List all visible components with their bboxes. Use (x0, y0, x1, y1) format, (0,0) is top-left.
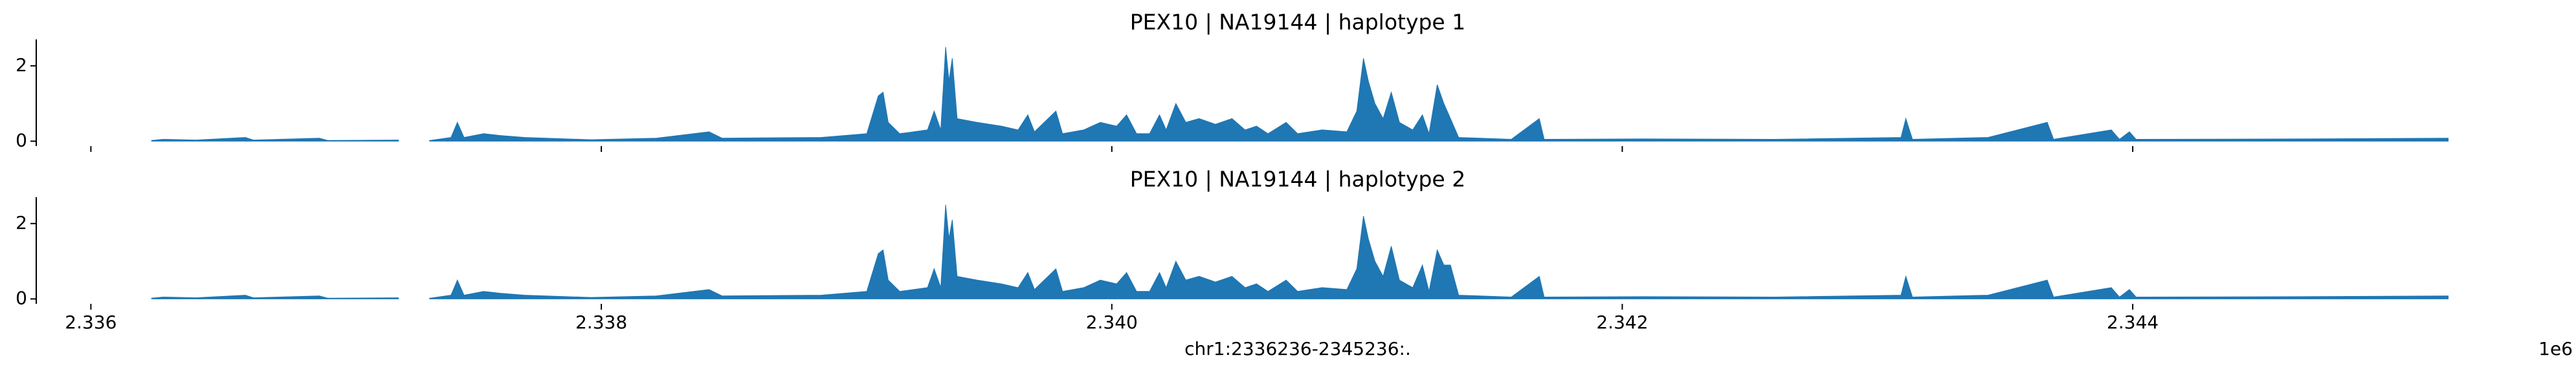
x-tick-label: 2.342 (1596, 312, 1648, 333)
chart-title: PEX10 | NA19144 | haplotype 2 (1130, 167, 1465, 192)
x-offset-label: 1e6 (2538, 338, 2573, 359)
area (429, 204, 2449, 299)
y-tick-label: 0 (16, 287, 27, 308)
chart-title: PEX10 | NA19144 | haplotype 1 (1130, 10, 1465, 35)
y-tick-label: 2 (16, 54, 27, 76)
x-tick-label: 2.344 (2107, 312, 2159, 333)
y-tick-label: 2 (16, 212, 27, 233)
x-tick-label: 2.340 (1086, 312, 1138, 333)
y-tick-label: 0 (16, 129, 27, 151)
area (151, 137, 399, 142)
x-tick-label: 2.338 (575, 312, 627, 333)
x-axis-label: chr1:2336236-2345236:. (1184, 338, 1411, 359)
x-tick-label: 2.336 (65, 312, 117, 333)
area (151, 295, 399, 299)
area (429, 47, 2449, 142)
